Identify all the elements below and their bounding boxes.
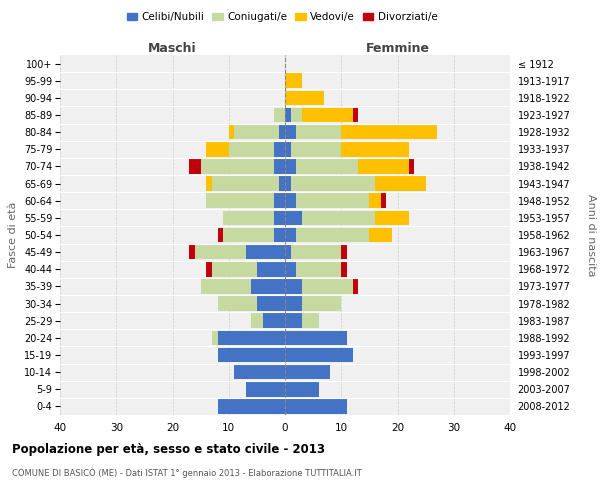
Bar	[380, 194, 386, 208]
Bar	[274, 159, 285, 174]
Bar	[257, 296, 285, 311]
Bar	[206, 262, 212, 276]
Bar	[285, 245, 290, 260]
Bar	[218, 399, 285, 413]
Bar	[290, 245, 341, 260]
Text: Femmine: Femmine	[365, 42, 430, 55]
Bar	[190, 245, 195, 260]
Bar	[353, 108, 358, 122]
Bar	[212, 176, 280, 191]
Bar	[296, 194, 370, 208]
Bar	[218, 348, 285, 362]
Text: Anni di nascita: Anni di nascita	[586, 194, 596, 276]
Bar	[375, 176, 425, 191]
Bar	[302, 296, 341, 311]
Bar	[212, 262, 257, 276]
Bar	[206, 176, 212, 191]
Bar	[251, 279, 285, 293]
Bar	[263, 314, 285, 328]
Bar	[290, 142, 341, 156]
Bar	[285, 108, 290, 122]
Bar	[296, 228, 370, 242]
Bar	[274, 194, 285, 208]
Bar	[190, 159, 200, 174]
Text: COMUNE DI BASICÒ (ME) - Dati ISTAT 1° gennaio 2013 - Elaborazione TUTTITALIA.IT: COMUNE DI BASICÒ (ME) - Dati ISTAT 1° ge…	[12, 468, 362, 478]
Bar	[302, 279, 353, 293]
Bar	[296, 159, 358, 174]
Bar	[370, 228, 392, 242]
Bar	[274, 228, 285, 242]
Bar	[229, 125, 235, 140]
Bar	[218, 330, 285, 345]
Bar	[235, 365, 285, 380]
Bar	[245, 245, 285, 260]
Legend: Celibi/Nubili, Coniugati/e, Vedovi/e, Divorziati/e: Celibi/Nubili, Coniugati/e, Vedovi/e, Di…	[122, 8, 442, 26]
Bar	[341, 245, 347, 260]
Bar	[409, 159, 415, 174]
Bar	[285, 382, 319, 396]
Bar	[285, 365, 330, 380]
Bar	[229, 142, 274, 156]
Bar	[280, 176, 285, 191]
Bar	[223, 228, 274, 242]
Text: Popolazione per età, sesso e stato civile - 2013: Popolazione per età, sesso e stato civil…	[12, 442, 325, 456]
Bar	[195, 245, 245, 260]
Bar	[296, 125, 341, 140]
Bar	[375, 210, 409, 225]
Bar	[285, 262, 296, 276]
Y-axis label: Fasce di età: Fasce di età	[8, 202, 19, 268]
Bar	[285, 279, 302, 293]
Text: Maschi: Maschi	[148, 42, 197, 55]
Bar	[285, 348, 353, 362]
Bar	[285, 142, 290, 156]
Bar	[274, 142, 285, 156]
Bar	[341, 262, 347, 276]
Bar	[302, 314, 319, 328]
Bar	[218, 296, 257, 311]
Bar	[285, 159, 296, 174]
Bar	[206, 194, 274, 208]
Bar	[341, 142, 409, 156]
Bar	[235, 125, 280, 140]
Bar	[280, 125, 285, 140]
Bar	[285, 296, 302, 311]
Bar	[274, 108, 285, 122]
Bar	[285, 399, 347, 413]
Bar	[200, 279, 251, 293]
Bar	[200, 159, 274, 174]
Bar	[218, 228, 223, 242]
Bar	[285, 176, 290, 191]
Bar	[257, 262, 285, 276]
Bar	[341, 125, 437, 140]
Bar	[302, 108, 353, 122]
Bar	[285, 228, 296, 242]
Bar	[302, 210, 375, 225]
Bar	[353, 279, 358, 293]
Bar	[223, 210, 274, 225]
Bar	[285, 74, 302, 88]
Bar	[290, 176, 375, 191]
Bar	[285, 210, 302, 225]
Bar	[274, 210, 285, 225]
Bar	[296, 262, 341, 276]
Bar	[285, 314, 302, 328]
Bar	[285, 330, 347, 345]
Bar	[370, 194, 380, 208]
Bar	[285, 90, 325, 105]
Bar	[285, 125, 296, 140]
Bar	[290, 108, 302, 122]
Bar	[285, 194, 296, 208]
Bar	[245, 382, 285, 396]
Bar	[358, 159, 409, 174]
Bar	[212, 330, 218, 345]
Bar	[206, 142, 229, 156]
Bar	[251, 314, 263, 328]
